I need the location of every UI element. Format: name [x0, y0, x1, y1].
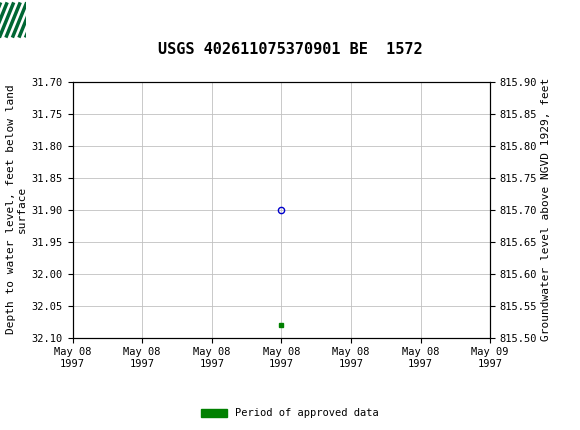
Y-axis label: Groundwater level above NGVD 1929, feet: Groundwater level above NGVD 1929, feet	[542, 78, 552, 341]
Text: USGS 402611075370901 BE  1572: USGS 402611075370901 BE 1572	[158, 42, 422, 57]
Y-axis label: Depth to water level, feet below land
surface: Depth to water level, feet below land su…	[6, 85, 27, 335]
Legend: Period of approved data: Period of approved data	[197, 404, 383, 423]
Text: USGS: USGS	[3, 12, 50, 28]
Bar	[1, 4, 25, 36]
